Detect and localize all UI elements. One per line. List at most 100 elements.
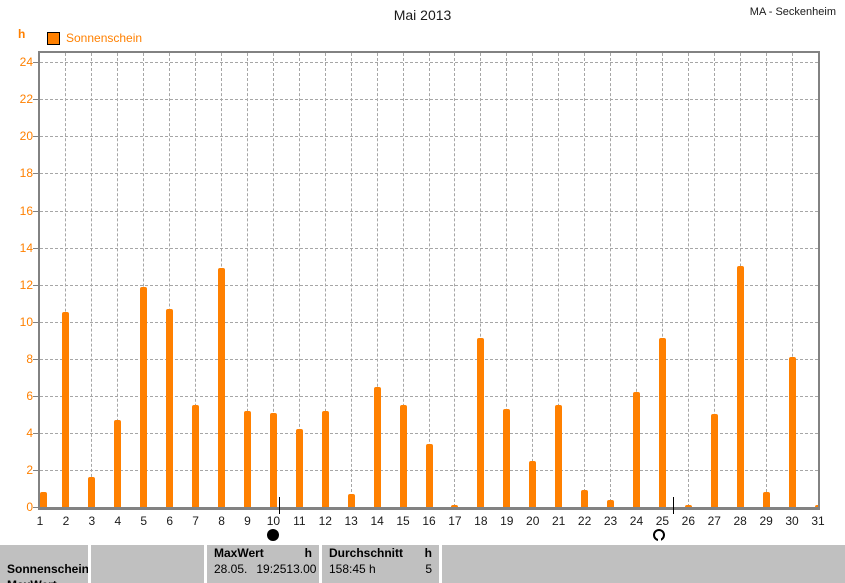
y-axis-tick-12 xyxy=(33,284,40,286)
bar-day-9 xyxy=(243,410,251,507)
bar-day-6 xyxy=(166,308,174,507)
maxwert-time: 19:25 xyxy=(256,562,287,576)
maxwert-value: 13.00 xyxy=(286,562,317,576)
gridline-v-12 xyxy=(324,53,326,507)
bar-day-13 xyxy=(347,494,355,507)
footer-panel-next-label: MaxWert xyxy=(7,578,57,583)
x-axis-label-10: 10 xyxy=(266,514,281,528)
y-axis-tick-2 xyxy=(33,469,40,471)
x-axis-label-21: 21 xyxy=(551,514,566,528)
gridline-v-25 xyxy=(661,53,663,507)
footer-empty-row xyxy=(0,546,88,561)
gridline-v-3 xyxy=(91,53,93,507)
bar-day-20 xyxy=(529,460,537,507)
x-axis-label-3: 3 xyxy=(88,514,96,528)
footer-cell-maxwert: MaxWert h 28.05. 19:25 13.00 xyxy=(207,545,319,583)
maxwert-date: 28.05. xyxy=(214,562,248,576)
bar-day-27 xyxy=(710,414,718,507)
bar-day-25 xyxy=(658,338,666,507)
x-axis-label-7: 7 xyxy=(192,514,199,528)
y-axis-label-10: 10 xyxy=(19,314,33,329)
y-axis-tick-16 xyxy=(33,210,40,212)
full-moon-icon xyxy=(653,529,666,541)
gridline-v-17 xyxy=(454,53,456,507)
station-label: MA - Seckenheim xyxy=(749,6,836,18)
gridline-v-27 xyxy=(713,53,715,507)
y-axis-label-12: 12 xyxy=(19,277,33,292)
gridline-v-22 xyxy=(584,53,586,507)
x-axis-label-14: 14 xyxy=(370,514,384,528)
new-moon-tick xyxy=(278,497,280,514)
footer-cell-durchschnitt: Durchschnitt h 158:45 h 5 xyxy=(322,545,439,583)
x-axis-label-27: 27 xyxy=(707,514,721,528)
bar-day-19 xyxy=(503,408,511,507)
x-axis-label-8: 8 xyxy=(218,514,225,528)
x-axis-label-26: 26 xyxy=(681,514,695,528)
x-axis-label-11: 11 xyxy=(293,514,306,528)
plot-area[interactable] xyxy=(38,51,820,510)
y-axis-tick-14 xyxy=(33,247,40,249)
gridline-v-14 xyxy=(376,53,378,507)
y-axis-tick-0 xyxy=(33,507,40,508)
gridline-v-26 xyxy=(687,53,689,507)
footer-panel-sonnenschein: Sonnenschein MaxWert xyxy=(0,545,88,583)
x-axis-label-9: 9 xyxy=(244,514,251,528)
durchschnitt-value: 5 xyxy=(425,562,432,576)
y-axis-tick-22 xyxy=(33,99,40,101)
x-axis-label-4: 4 xyxy=(114,514,122,528)
bar-day-15 xyxy=(399,405,407,507)
x-axis-label-15: 15 xyxy=(396,514,410,528)
y-axis-label-4: 4 xyxy=(26,425,33,440)
x-axis-label-18: 18 xyxy=(474,514,488,528)
y-axis-tick-6 xyxy=(33,395,40,397)
durchschnitt-unit: h xyxy=(424,546,432,560)
full-moon-notch xyxy=(658,538,662,541)
durchschnitt-label: Durchschnitt xyxy=(329,546,404,560)
x-axis-label-30: 30 xyxy=(785,514,799,528)
footer-cell-empty-2 xyxy=(442,545,845,583)
gridline-v-7 xyxy=(195,53,197,507)
x-axis-label-28: 28 xyxy=(733,514,747,528)
bar-day-11 xyxy=(295,429,303,507)
x-axis-label-23: 23 xyxy=(603,514,618,528)
bar-day-8 xyxy=(218,267,226,507)
bar-day-3 xyxy=(88,477,96,507)
y-axis-label-2: 2 xyxy=(26,462,33,477)
y-axis-label-14: 14 xyxy=(19,240,33,255)
bar-day-12 xyxy=(321,410,329,507)
bar-day-29 xyxy=(762,492,770,507)
y-axis-label-18: 18 xyxy=(19,166,33,181)
new-moon-icon xyxy=(266,529,279,541)
gridline-v-2 xyxy=(65,53,67,507)
bar-day-10 xyxy=(269,412,277,507)
bar-day-18 xyxy=(477,338,485,507)
x-axis-label-19: 19 xyxy=(500,514,514,528)
bar-day-31 xyxy=(814,505,818,507)
x-axis-label-24: 24 xyxy=(629,514,644,528)
legend-swatch-icon xyxy=(47,31,60,45)
x-axis-label-25: 25 xyxy=(655,514,670,528)
gridline-v-13 xyxy=(350,53,352,507)
gridline-v-11 xyxy=(298,53,300,507)
y-axis-label-16: 16 xyxy=(19,203,33,218)
gridline-v-19 xyxy=(506,53,508,507)
full-moon-tick xyxy=(672,497,674,514)
footer-panel-title: Sonnenschein xyxy=(7,562,88,576)
chart-title: Mai 2013 xyxy=(393,7,452,23)
gridline-v-5 xyxy=(143,53,145,507)
x-axis-label-31: 31 xyxy=(811,514,825,528)
gridline-v-6 xyxy=(169,53,171,507)
x-axis-label-2: 2 xyxy=(62,514,70,528)
bar-day-2 xyxy=(62,312,70,507)
y-axis-label-0: 0 xyxy=(26,500,33,514)
y-axis-label-8: 8 xyxy=(26,351,33,366)
y-axis-tick-10 xyxy=(33,321,40,323)
bar-day-21 xyxy=(555,405,563,507)
gridline-v-4 xyxy=(117,53,119,507)
maxwert-datetime: 28.05. 19:25 xyxy=(214,562,286,577)
x-axis-label-17: 17 xyxy=(448,514,462,528)
bar-day-26 xyxy=(684,505,692,507)
legend: Sonnenschein xyxy=(47,31,142,45)
y-axis-label-6: 6 xyxy=(26,388,33,403)
